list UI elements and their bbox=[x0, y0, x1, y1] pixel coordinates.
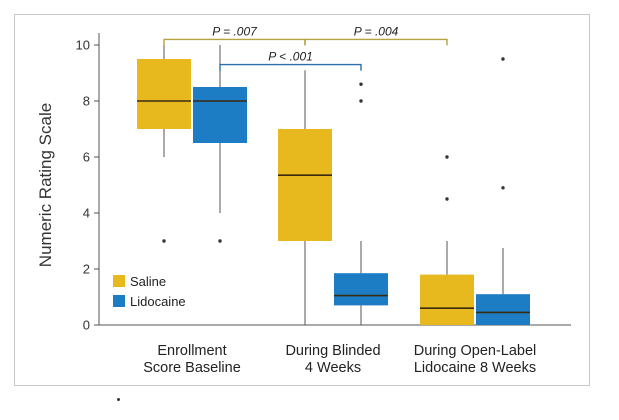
y-tick-label: 8 bbox=[83, 94, 90, 109]
box-saline bbox=[137, 59, 191, 129]
outlier-point bbox=[445, 197, 449, 201]
category-label: Enrollment bbox=[157, 343, 226, 359]
legend-label: Lidocaine bbox=[130, 294, 186, 309]
y-axis-label: Numeric Rating Scale bbox=[36, 103, 55, 267]
significance-bracket bbox=[163, 38, 306, 46]
category-label: During Blinded bbox=[285, 343, 380, 359]
category-label: Lidocaine 8 Weeks bbox=[414, 360, 536, 376]
box-lidocaine bbox=[193, 87, 247, 143]
box-lidocaine bbox=[476, 294, 530, 325]
category-label: 4 Weeks bbox=[305, 360, 361, 376]
p-value-label: P = .007 bbox=[212, 24, 258, 38]
outlier-point bbox=[501, 57, 505, 61]
category-label: Score Baseline bbox=[143, 360, 241, 376]
legend-swatch-saline bbox=[113, 275, 125, 287]
legend-swatch-lidocaine bbox=[113, 295, 125, 307]
outlier-point bbox=[501, 186, 505, 190]
stray-dot bbox=[117, 398, 120, 401]
y-tick-label: 6 bbox=[83, 150, 90, 165]
box-plot-chart: 0 2 4 6 8 10 Numeric Rating Scale EnrollmentSco… bbox=[36, 24, 571, 376]
outlier-point bbox=[359, 82, 363, 86]
category-label: During Open-Label bbox=[414, 343, 537, 359]
y-tick-label: 0 bbox=[83, 318, 90, 333]
outlier-point bbox=[445, 155, 449, 159]
p-value-label: P < .001 bbox=[268, 50, 313, 64]
chart-frame: 0 2 4 6 8 10 Numeric Rating Scale Enrollment Sco… bbox=[14, 14, 590, 386]
outlier-point bbox=[162, 239, 166, 243]
p-value-label: P = .004 bbox=[354, 24, 399, 38]
box-saline bbox=[278, 129, 332, 241]
box-saline bbox=[420, 274, 474, 325]
legend-label: Saline bbox=[130, 274, 166, 289]
y-tick-label: 10 bbox=[76, 38, 90, 53]
outlier-point bbox=[218, 239, 222, 243]
significance-bracket bbox=[304, 38, 448, 46]
box-lidocaine bbox=[334, 273, 388, 306]
y-tick-label: 2 bbox=[83, 262, 90, 277]
outlier-point bbox=[359, 99, 363, 103]
significance-bracket bbox=[219, 63, 362, 71]
y-tick-label: 4 bbox=[83, 206, 90, 221]
